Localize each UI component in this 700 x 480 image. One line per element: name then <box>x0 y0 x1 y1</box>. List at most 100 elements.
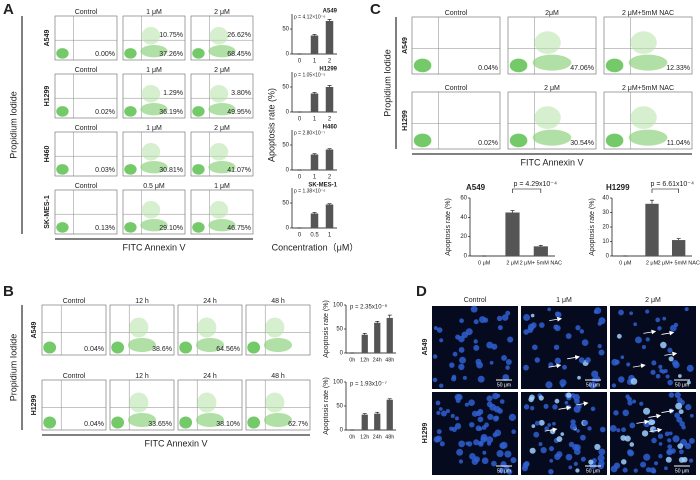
nucleus <box>689 413 694 418</box>
x-tick-label: 2 μM <box>506 260 519 266</box>
nucleus <box>505 359 512 365</box>
nucleus <box>618 309 624 316</box>
nucleus <box>553 324 559 330</box>
quadrant-percent: 68.45% <box>227 51 251 58</box>
nucleus <box>616 428 621 433</box>
y-tick-label: 10 <box>602 239 609 245</box>
chart-title: SK-MES-1 <box>308 183 337 189</box>
nucleus <box>566 404 572 410</box>
nucleus <box>639 401 644 406</box>
nucleus <box>570 419 576 425</box>
bar <box>672 240 686 256</box>
quadrant-percent: 0.02% <box>478 140 498 147</box>
nucleus <box>609 425 617 432</box>
nucleus <box>674 412 680 419</box>
cell-population <box>265 392 285 413</box>
nucleus <box>577 375 581 380</box>
arrow <box>649 427 663 433</box>
nucleus <box>659 368 664 373</box>
nucleus <box>454 393 462 401</box>
nucleus <box>655 373 661 379</box>
cell-population <box>140 103 168 116</box>
bar <box>361 414 368 430</box>
y-tick-label: 0 <box>464 254 468 260</box>
bar <box>533 246 548 256</box>
row-label: A549 <box>31 322 38 339</box>
nucleus <box>549 459 554 463</box>
nucleus <box>432 354 438 359</box>
nucleus <box>635 336 642 344</box>
y-tick-label: 60 <box>460 196 467 202</box>
nucleus <box>501 314 509 321</box>
cell-population <box>129 317 149 338</box>
nucleus <box>473 344 480 351</box>
nucleus <box>554 453 561 460</box>
axis-title: Apoptosis rate (%) <box>589 198 596 256</box>
nucleus <box>668 392 675 398</box>
nucleus <box>440 410 447 417</box>
cell-population <box>208 219 236 232</box>
arrow <box>661 330 675 336</box>
quadrant-percent: 64.56% <box>216 346 240 353</box>
nucleus <box>629 311 634 316</box>
column-header: 12 h <box>135 373 149 380</box>
column-header: 2 μM <box>214 67 230 74</box>
y-tick-label: 40 <box>460 215 467 221</box>
nucleus <box>544 426 550 431</box>
bar <box>374 322 381 353</box>
nucleus <box>491 343 498 350</box>
nucleus <box>668 356 674 362</box>
y-tick-label: 50 <box>282 85 289 91</box>
nucleus <box>482 450 487 455</box>
quadrant-percent: 0.04% <box>84 421 104 428</box>
nucleus <box>598 448 606 456</box>
nucleus <box>611 383 617 388</box>
cell-population <box>413 58 432 73</box>
nucleus <box>665 374 670 379</box>
x-tick-label: 0 <box>298 59 302 65</box>
nucleus <box>574 398 580 405</box>
x-tick-label: 0 <box>298 175 302 181</box>
nucleus <box>477 375 485 383</box>
nucleus <box>578 357 585 364</box>
nucleus <box>555 311 560 316</box>
y-tick-label: 20 <box>460 234 467 240</box>
nucleus <box>534 357 541 363</box>
nucleus <box>597 454 605 462</box>
quadrant-percent: 1.29% <box>163 90 183 97</box>
column-header: 2 μM <box>645 297 661 304</box>
panel-letter: A <box>3 1 14 18</box>
cell-population <box>413 133 432 148</box>
nucleus <box>667 379 673 386</box>
arrow <box>544 427 558 433</box>
column-header: Control <box>75 67 98 74</box>
column-header: 0.5 μM <box>143 183 165 190</box>
scale-bar-label: 50 μm <box>675 468 689 474</box>
x-tick-label: 2 μM <box>646 260 659 266</box>
nucleus <box>469 421 475 428</box>
x-tick-label: 48h <box>385 357 394 363</box>
nucleus <box>538 419 545 426</box>
nucleus <box>452 351 458 357</box>
nucleus <box>616 333 622 339</box>
p-value: p = 4.12×10⁻⁶ <box>294 14 325 20</box>
column-header: 2 μM <box>544 85 560 92</box>
nucleus <box>677 443 684 450</box>
cell-population <box>141 27 161 45</box>
nucleus <box>527 323 535 331</box>
x-tick-label: 1 <box>328 233 332 239</box>
nucleus <box>684 307 689 312</box>
nucleus <box>664 431 670 437</box>
y-tick-label: 0 <box>606 254 610 260</box>
nucleus <box>582 420 589 426</box>
bar <box>310 35 319 54</box>
nucleus <box>476 361 483 369</box>
cell-population <box>209 201 229 219</box>
nucleus <box>523 314 531 321</box>
x-tick-label: 0h <box>349 434 355 440</box>
cell-population <box>209 85 229 103</box>
cell-population <box>630 31 657 55</box>
column-header: 1 μM <box>146 67 162 74</box>
nucleus <box>598 459 605 467</box>
axis-title: FITC Annexin V <box>144 438 207 448</box>
